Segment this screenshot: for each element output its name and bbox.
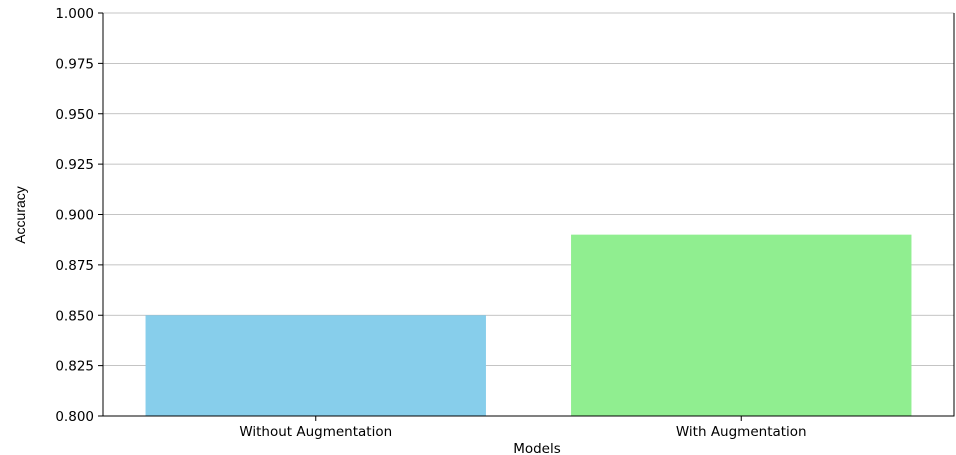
y-tick-label: 0.950 xyxy=(55,107,94,123)
y-tick-label: 0.825 xyxy=(55,359,94,375)
bar-without-augmentation xyxy=(145,315,486,416)
y-axis-label: Accuracy xyxy=(12,186,28,244)
y-tick-label: 0.875 xyxy=(55,258,94,274)
bar-with-augmentation xyxy=(571,234,912,416)
y-tick-label: 1.000 xyxy=(55,6,94,22)
x-tick-label: With Augmentation xyxy=(676,424,807,440)
y-tick-label: 0.900 xyxy=(55,208,94,224)
x-axis-label: Models xyxy=(513,441,561,455)
y-tick-label: 0.800 xyxy=(55,409,94,425)
y-tick-label: 0.925 xyxy=(55,157,94,173)
x-tick-label: Without Augmentation xyxy=(239,424,392,440)
y-ticks: 0.800 0.825 0.850 0.875 0.900 0.925 0.950 0.975… xyxy=(55,6,103,425)
bars xyxy=(145,234,912,416)
x-ticks: Without Augmentation With Augmentation xyxy=(239,416,807,440)
y-tick-label: 0.975 xyxy=(55,56,94,72)
y-tick-label: 0.850 xyxy=(55,308,94,324)
